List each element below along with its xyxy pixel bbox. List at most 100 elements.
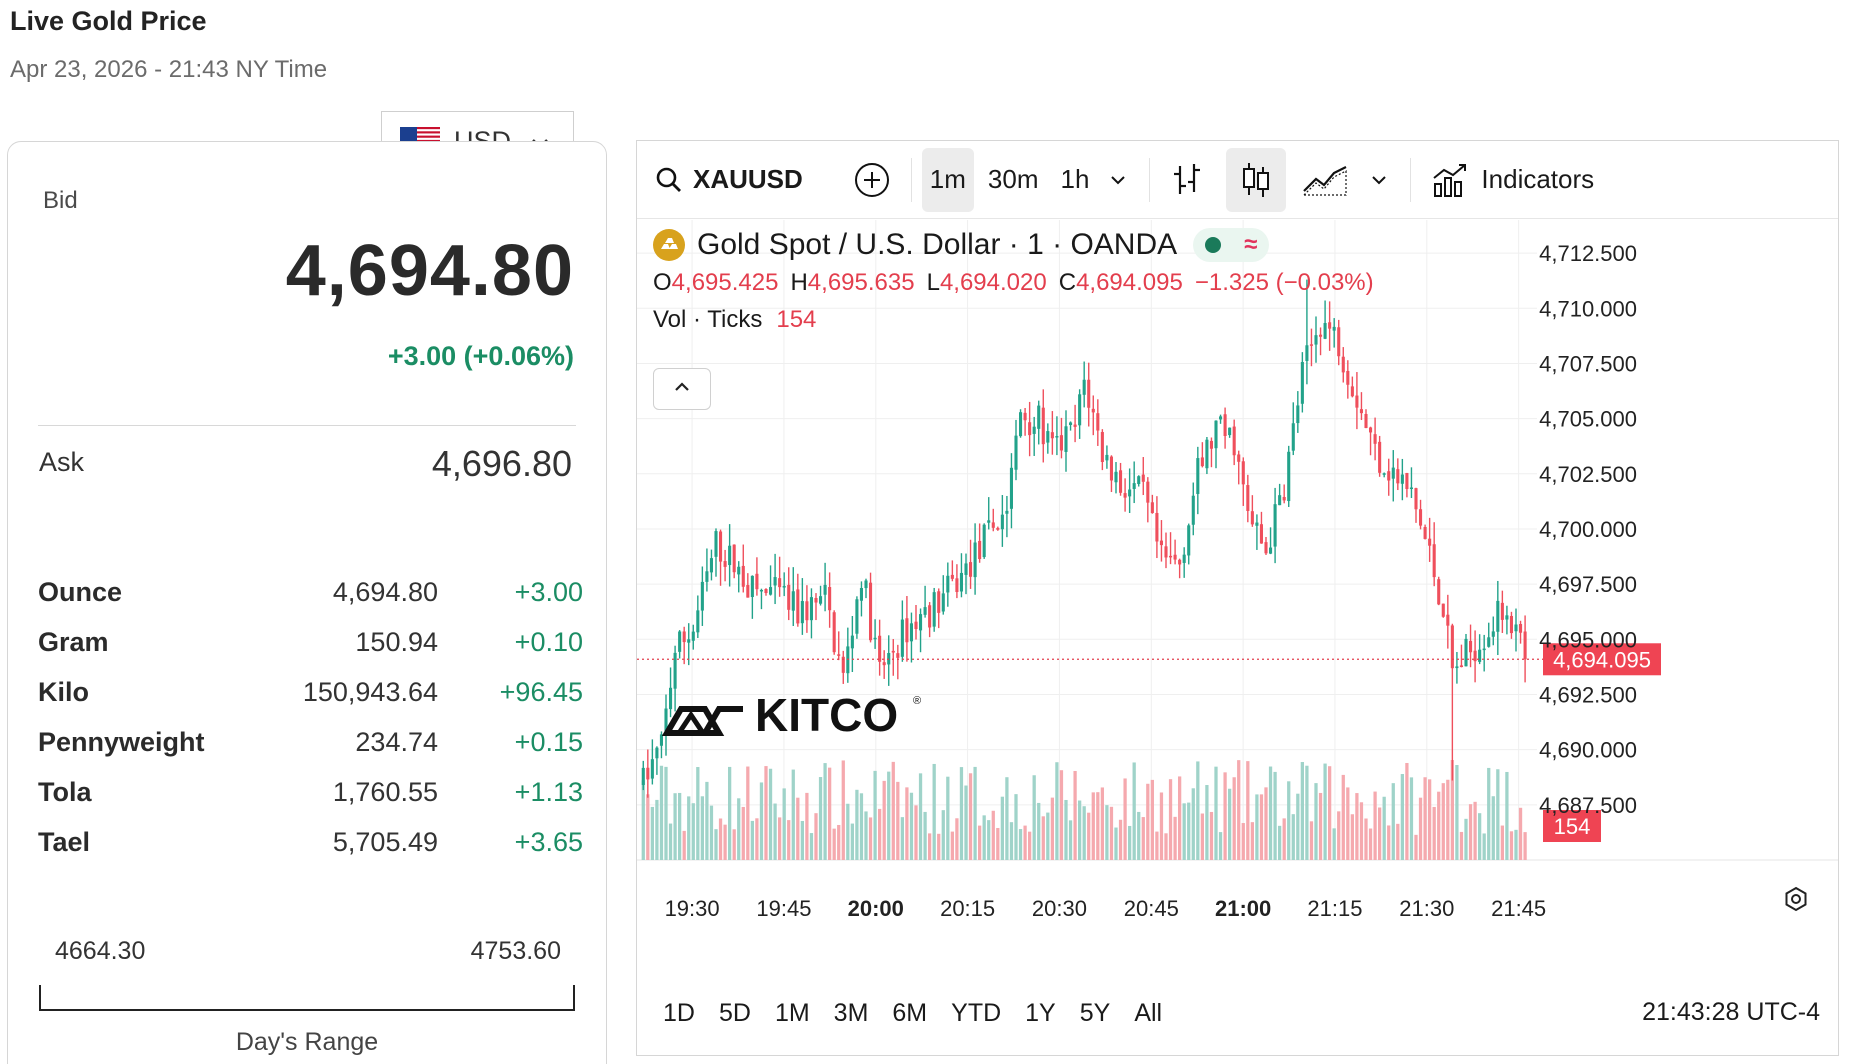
candle-body — [1400, 474, 1404, 484]
range-6m-button[interactable]: 6M — [892, 998, 928, 1027]
volume-bar — [918, 773, 923, 860]
indicators-button[interactable]: Indicators — [1421, 148, 1604, 212]
volume-bar — [950, 831, 954, 860]
volume-bar — [1296, 793, 1300, 860]
unit-name: Tola — [38, 776, 92, 807]
volume-bar — [928, 833, 932, 860]
candle-body — [969, 562, 973, 577]
volume-bar — [1137, 811, 1141, 860]
candle-body — [1209, 440, 1213, 449]
volume-bar — [1423, 777, 1427, 860]
candle-body — [1246, 485, 1250, 511]
candle-body — [1355, 395, 1359, 408]
interval-dropdown[interactable] — [1097, 148, 1139, 212]
volume-bar — [914, 805, 918, 860]
candle-body — [1441, 603, 1445, 617]
volume-bar — [1446, 779, 1450, 860]
candlestick-chart[interactable]: 4,694.095 154 4,712.500 4,710.000 4,707.500… — [637, 220, 1839, 970]
legend-collapse-button[interactable] — [653, 368, 711, 410]
volume-bar — [1218, 832, 1223, 860]
range-1m-button[interactable]: 1M — [774, 998, 810, 1027]
candle-body — [719, 531, 723, 562]
candle-body — [1437, 579, 1441, 605]
market-status-pill[interactable]: ≈ — [1193, 228, 1270, 262]
candle-body — [1050, 432, 1054, 439]
candlestick-icon — [1240, 161, 1272, 199]
volume-bar — [1164, 833, 1168, 860]
interval-1m[interactable]: 1m — [921, 147, 974, 212]
range-all-button[interactable]: All — [1134, 998, 1163, 1027]
volume-bar — [1287, 781, 1291, 860]
x-tick-label: 20:45 — [1124, 896, 1179, 921]
volume-bar — [718, 818, 723, 860]
candle-body — [828, 587, 832, 611]
volume-bar — [1232, 777, 1236, 860]
open-label: O — [653, 269, 672, 296]
bid-price: 4,694.80 — [285, 231, 574, 311]
volume-bar — [1068, 820, 1073, 860]
area-style-button[interactable] — [1292, 148, 1358, 212]
volume-bar — [1059, 770, 1064, 860]
volume-bar — [1091, 792, 1095, 860]
range-ytd-button[interactable]: YTD — [951, 998, 1002, 1027]
day-range-high: 4753.60 — [470, 937, 561, 965]
candle-body — [1505, 615, 1509, 620]
range-1y-button[interactable]: 1Y — [1025, 998, 1056, 1027]
interval-30m[interactable]: 30m — [987, 164, 1039, 194]
interval-1h[interactable]: 1h — [1060, 164, 1090, 194]
volume-bar — [859, 793, 864, 860]
chart-plot-area[interactable]: 4,694.095 154 4,712.500 4,710.000 4,707.500… — [637, 220, 1839, 970]
volume-bar — [1168, 779, 1173, 860]
last-volume-badge — [1543, 810, 1601, 842]
volume-bar — [991, 810, 995, 860]
volume-bar — [1496, 769, 1500, 860]
volume-bar — [1455, 765, 1459, 860]
volume-bar — [850, 823, 854, 860]
range-1d-button[interactable]: 1D — [663, 998, 695, 1027]
chart-type-dropdown[interactable] — [1358, 148, 1400, 212]
volume-bar — [1278, 825, 1282, 860]
volume-bar — [982, 815, 986, 860]
candle-body — [1359, 409, 1363, 414]
symbol-search-button[interactable]: XAUUSD — [637, 148, 821, 212]
volume-bar — [1182, 803, 1186, 860]
bid-label: Bid — [43, 187, 78, 214]
unit-row-tael: Tael 5,705.49 +3.65 — [38, 817, 583, 867]
candle-body — [1278, 495, 1282, 506]
compare-symbol-button[interactable] — [843, 148, 901, 212]
candle-body — [1178, 559, 1182, 565]
candle-body — [896, 653, 900, 658]
candle-body — [669, 687, 673, 710]
candle-body — [1228, 427, 1232, 436]
range-5d-button[interactable]: 5D — [718, 998, 751, 1027]
unit-name: Pennyweight — [38, 726, 205, 757]
unit-row-tola: Tola 1,760.55 +1.13 — [38, 767, 583, 817]
volume-bar — [1123, 778, 1127, 860]
x-tick-label: 20:15 — [940, 896, 995, 921]
candle-style-button[interactable] — [1226, 147, 1287, 212]
chart-clock[interactable]: 21:43:28 UTC-4 — [1642, 998, 1820, 1026]
volume-bar — [682, 830, 686, 860]
volume-bar — [1028, 831, 1032, 860]
candle-body — [1287, 451, 1291, 502]
candle-body — [1428, 538, 1432, 546]
candle-body — [1459, 665, 1463, 668]
candle-body — [1414, 488, 1418, 510]
candle-body — [691, 631, 695, 641]
candle-body — [850, 635, 854, 649]
candle-body — [773, 577, 777, 586]
candle-layer — [641, 279, 1527, 798]
range-5y-button[interactable]: 5Y — [1079, 998, 1111, 1027]
candle-body — [1114, 471, 1118, 483]
range-3m-button[interactable]: 3M — [833, 998, 869, 1027]
volume-bar — [996, 827, 1000, 860]
candle-body — [1069, 422, 1073, 425]
bar-style-button[interactable] — [1160, 148, 1214, 212]
candle-body — [1009, 467, 1013, 509]
volume-bar — [864, 811, 868, 860]
volume-bar — [664, 766, 668, 860]
candle-body — [1382, 473, 1386, 475]
volume-bar — [900, 817, 904, 860]
volume-bar — [796, 797, 800, 860]
candle-body — [1132, 483, 1136, 489]
